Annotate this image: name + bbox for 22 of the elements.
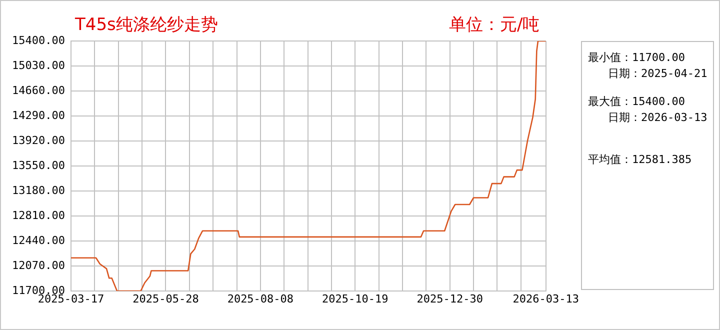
text: 最大值：15400.00: [588, 94, 685, 109]
y-tick-label: 14290.00: [12, 108, 65, 122]
chart-title: T45s纯涤纶纱走势: [75, 14, 218, 36]
x-tick-label: 2025-12-30: [416, 292, 483, 306]
y-tick-label: 15030.00: [12, 58, 65, 72]
text: 日期：2026-03-13: [608, 110, 708, 125]
y-tick-label: 14660.00: [12, 84, 65, 97]
y-tick-label: 12070.00: [12, 258, 65, 272]
x-tick-label: 2025-10-19: [322, 292, 388, 306]
x-tick-label: 2026-03-13: [512, 292, 580, 306]
y-tick-label: 13550.00: [12, 158, 65, 172]
x-tick-label: 2025-08-08: [227, 292, 294, 306]
text: 最小值：11700.00: [588, 50, 685, 65]
y-tick-label: 15400.00: [12, 34, 65, 47]
x-tick-label: 2025-05-28: [132, 292, 199, 306]
y-tick-label: 13920.00: [12, 134, 65, 147]
text: 日期：2025-04-21: [608, 66, 708, 81]
y-tick-label: 12810.00: [12, 208, 65, 222]
text: 单位：元/吨: [449, 14, 540, 36]
text: 平均值：12581.385: [588, 152, 692, 167]
y-tick-label: 13180.00: [12, 184, 65, 197]
y-tick-label: 12440.00: [12, 234, 65, 247]
